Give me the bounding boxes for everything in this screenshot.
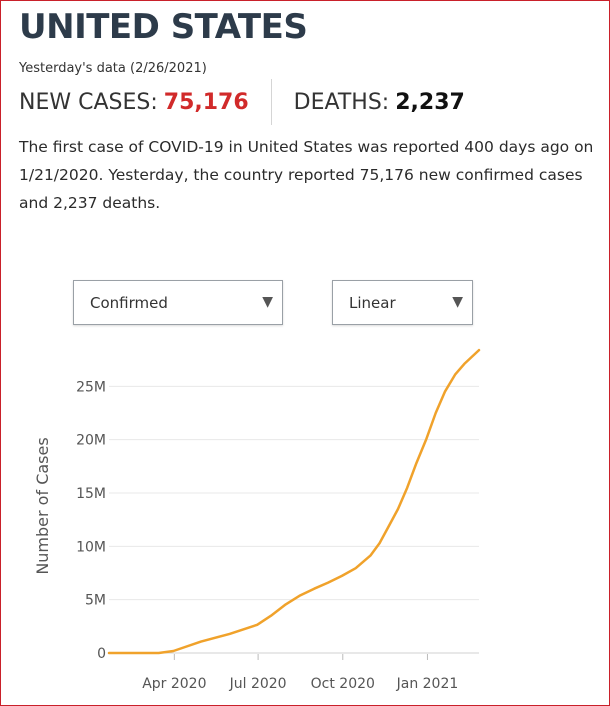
covid-link[interactable]: COVID-19 xyxy=(148,138,224,156)
x-tick-label: Oct 2020 xyxy=(311,676,375,692)
new-cases-stat: NEW CASES: 75,176 xyxy=(19,79,272,125)
y-tick-label: 0 xyxy=(97,646,106,662)
new-cases-value: 75,176 xyxy=(163,89,249,115)
dropdown-arrow-icon: ▼ xyxy=(452,294,463,310)
dropdown-arrow-icon: ▼ xyxy=(262,294,273,310)
y-tick-label: 15M xyxy=(76,486,106,502)
metric-select[interactable]: Confirmed ▼ xyxy=(73,280,283,325)
summary-text-3: days ago on 1/21/2020. Yesterday, the co… xyxy=(19,138,594,212)
cases-series-line xyxy=(107,348,481,655)
days-count: 400 xyxy=(464,138,494,156)
x-tick-label: Apr 2020 xyxy=(142,676,206,692)
country-title: UNITED STATES xyxy=(19,7,308,47)
cases-line-chart: 0 5M 10M 15M 20M 25M Apr 2020 Jul 2020 Oct 2020 J… xyxy=(33,348,481,692)
y-axis-title: Number of Cases xyxy=(33,437,52,574)
summary-text-1: The first case of xyxy=(19,138,149,156)
new-cases-label: NEW CASES: xyxy=(19,89,158,115)
metric-select-value: Confirmed xyxy=(90,293,168,312)
deaths-stat: DEATHS: 2,237 xyxy=(272,90,465,115)
scale-select[interactable]: Linear ▼ xyxy=(332,280,473,325)
deaths-value: 2,237 xyxy=(395,89,465,115)
deaths-label: DEATHS: xyxy=(293,89,390,115)
summary-paragraph: The first case of COVID-19 in United Sta… xyxy=(19,133,604,217)
y-tick-label: 10M xyxy=(76,539,106,555)
y-tick-label: 20M xyxy=(76,433,106,449)
summary-text-2: in United States was reported xyxy=(223,138,465,156)
scale-select-value: Linear xyxy=(349,293,396,312)
data-date-label: Yesterday's data (2/26/2021) xyxy=(19,61,207,76)
y-tick-label: 5M xyxy=(85,593,106,609)
x-tick-label: Jan 2021 xyxy=(396,676,459,692)
x-tick-label: Jul 2020 xyxy=(229,676,287,692)
stats-row: NEW CASES: 75,176 DEATHS: 2,237 xyxy=(19,79,465,125)
y-tick-label: 25M xyxy=(76,379,106,395)
